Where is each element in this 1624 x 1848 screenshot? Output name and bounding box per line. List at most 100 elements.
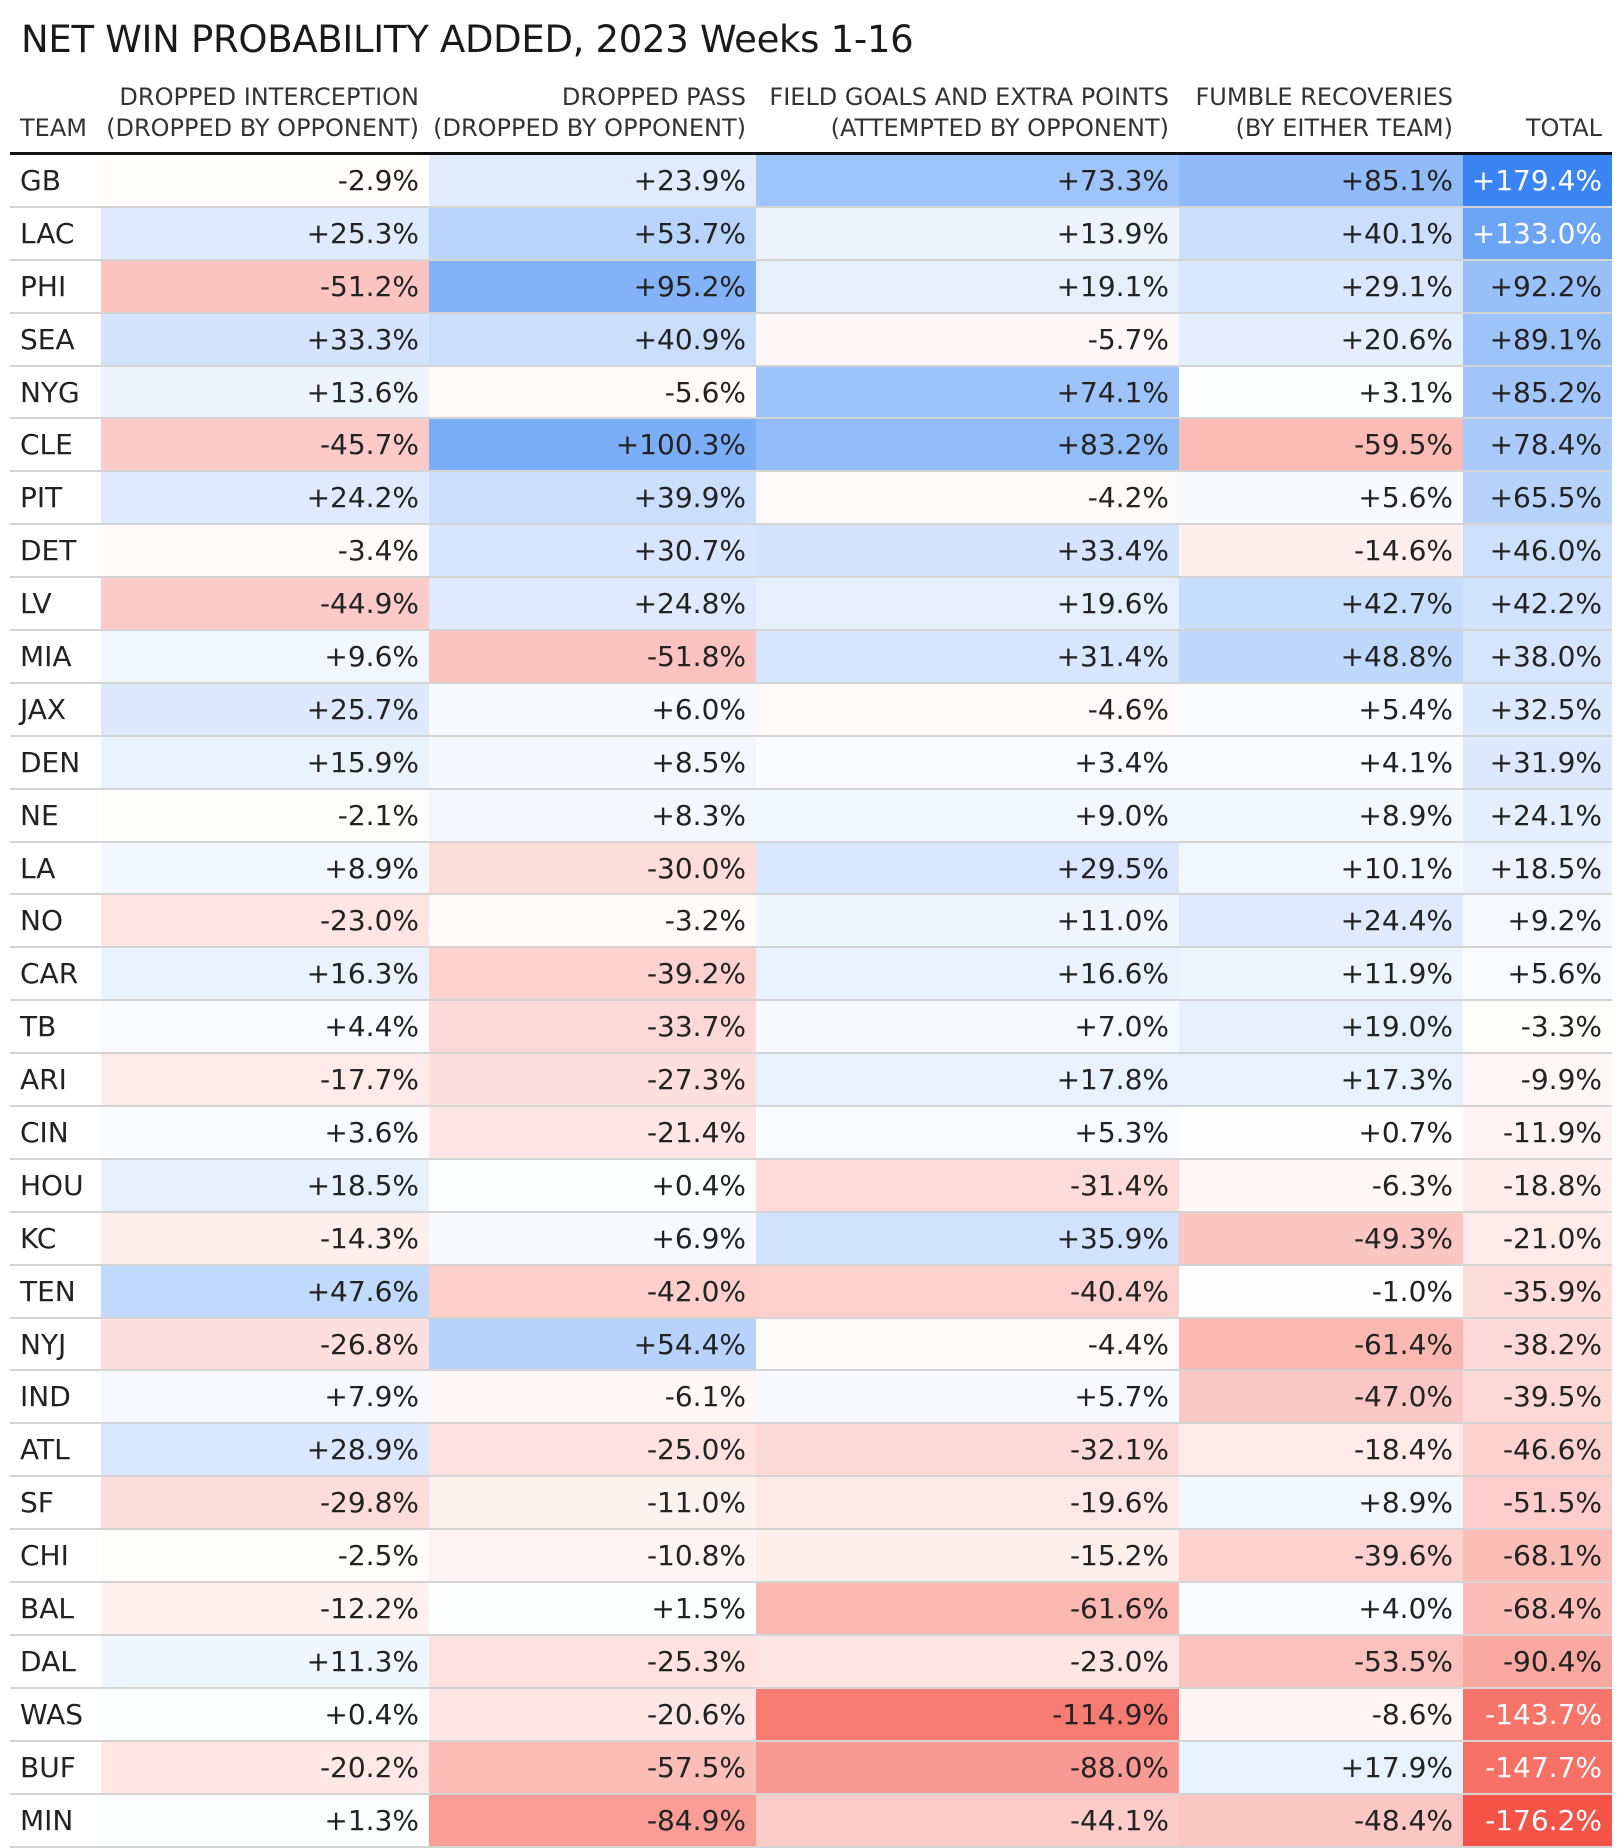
table-row: MIA +9.6% -51.8% +31.4% +48.8% +38.0% <box>10 630 1612 684</box>
fumble-rec-cell: -6.3% <box>1179 1158 1463 1213</box>
fg-xp-cell: -4.6% <box>756 682 1179 737</box>
column-header-line2: (DROPPED BY OPPONENT) <box>106 114 419 142</box>
total-cell: +89.1% <box>1463 312 1612 367</box>
fumble-rec-cell: +17.3% <box>1179 1053 1463 1108</box>
total-cell: +9.2% <box>1463 894 1612 949</box>
column-header-line1: FIELD GOALS AND EXTRA POINTS <box>769 83 1169 111</box>
fumble-rec-cell: +17.9% <box>1179 1740 1463 1795</box>
total-cell: -9.9% <box>1463 1053 1612 1108</box>
data-table: TEAM DROPPED INTERCEPTION (DROPPED BY OPPO… <box>10 80 1612 1848</box>
fg-xp-cell: +19.1% <box>756 259 1179 314</box>
dropped-pass-cell: +53.7% <box>429 206 756 261</box>
dropped-pass-cell: -25.0% <box>429 1423 756 1478</box>
team-cell: SEA <box>10 312 101 367</box>
total-cell: +42.2% <box>1463 577 1612 632</box>
dropped-pass-cell: -20.6% <box>429 1687 756 1742</box>
fumble-rec-cell: +19.0% <box>1179 1000 1463 1055</box>
team-cell: TB <box>10 1000 101 1055</box>
fg-xp-cell: -88.0% <box>756 1740 1179 1795</box>
dropped-int-cell: -2.1% <box>101 788 429 843</box>
table-row: DAL +11.3% -25.3% -23.0% -53.5% -90.4% <box>10 1634 1612 1689</box>
dropped-pass-cell: +8.3% <box>429 788 756 843</box>
fumble-rec-cell: -47.0% <box>1179 1370 1463 1425</box>
dropped-pass-cell: -84.9% <box>429 1793 756 1848</box>
fg-xp-cell: -5.7% <box>756 312 1179 367</box>
fumble-rec-cell: -1.0% <box>1179 1264 1463 1319</box>
fumble-rec-cell: +8.9% <box>1179 1476 1463 1531</box>
fumble-rec-cell: +4.0% <box>1179 1582 1463 1636</box>
header-row: TEAM DROPPED INTERCEPTION (DROPPED BY OPPO… <box>10 80 1612 154</box>
total-cell: -18.8% <box>1463 1158 1612 1213</box>
dropped-int-cell: -23.0% <box>101 894 429 949</box>
team-cell: TEN <box>10 1264 101 1319</box>
dropped-int-cell: -2.9% <box>101 153 429 208</box>
table-row: ARI -17.7% -27.3% +17.8% +17.3% -9.9% <box>10 1053 1612 1108</box>
table-row: DET -3.4% +30.7% +33.4% -14.6% +46.0% <box>10 524 1612 579</box>
column-header-line1: DROPPED PASS <box>561 83 746 111</box>
fg-xp-cell: -4.2% <box>756 471 1179 526</box>
column-header-line1 <box>20 82 91 113</box>
team-cell: HOU <box>10 1158 101 1213</box>
fumble-rec-cell: +4.1% <box>1179 735 1463 790</box>
table-row: SF -29.8% -11.0% -19.6% +8.9% -51.5% <box>10 1476 1612 1531</box>
fumble-rec-cell: -53.5% <box>1179 1634 1463 1689</box>
dropped-pass-cell: +6.9% <box>429 1211 756 1266</box>
dropped-pass-cell: +39.9% <box>429 471 756 526</box>
dropped-int-cell: -44.9% <box>101 577 429 632</box>
dropped-int-cell: +7.9% <box>101 1370 429 1425</box>
dropped-int-cell: -45.7% <box>101 418 429 473</box>
dropped-int-cell: +15.9% <box>101 735 429 790</box>
fumble-rec-cell: +0.7% <box>1179 1106 1463 1160</box>
fg-xp-cell: -19.6% <box>756 1476 1179 1531</box>
fg-xp-cell: +9.0% <box>756 788 1179 843</box>
team-cell: NYJ <box>10 1317 101 1372</box>
dropped-pass-cell: +23.9% <box>429 153 756 208</box>
table-row: JAX +25.7% +6.0% -4.6% +5.4% +32.5% <box>10 682 1612 737</box>
table-row: TEN +47.6% -42.0% -40.4% -1.0% -35.9% <box>10 1264 1612 1319</box>
table-row: SEA +33.3% +40.9% -5.7% +20.6% +89.1% <box>10 312 1612 367</box>
chart-title: NET WIN PROBABILITY ADDED, 2023 Weeks 1-… <box>21 18 914 61</box>
table-row: NYJ -26.8% +54.4% -4.4% -61.4% -38.2% <box>10 1317 1612 1372</box>
team-cell: LV <box>10 577 101 632</box>
table-row: IND +7.9% -6.1% +5.7% -47.0% -39.5% <box>10 1370 1612 1425</box>
team-cell: ARI <box>10 1053 101 1108</box>
team-cell: PIT <box>10 471 101 526</box>
fg-xp-cell: +7.0% <box>756 1000 1179 1055</box>
total-cell: +18.5% <box>1463 841 1612 896</box>
fumble-rec-cell: -59.5% <box>1179 418 1463 473</box>
dropped-int-cell: +11.3% <box>101 1634 429 1689</box>
dropped-int-cell: +25.7% <box>101 682 429 737</box>
dropped-pass-cell: +6.0% <box>429 682 756 737</box>
fumble-rec-cell: +11.9% <box>1179 947 1463 1002</box>
total-cell: +31.9% <box>1463 735 1612 790</box>
fumble-rec-cell: -49.3% <box>1179 1211 1463 1266</box>
total-cell: +24.1% <box>1463 788 1612 843</box>
fg-xp-cell: +29.5% <box>756 841 1179 896</box>
team-cell: CIN <box>10 1106 101 1160</box>
fumble-rec-cell: +3.1% <box>1179 365 1463 420</box>
column-header-line2: (ATTEMPTED BY OPPONENT) <box>830 114 1169 142</box>
column-header-line2: TEAM <box>20 114 87 142</box>
table-row: BAL -12.2% +1.5% -61.6% +4.0% -68.4% <box>10 1582 1612 1636</box>
fg-xp-cell: -4.4% <box>756 1317 1179 1372</box>
table-row: NO -23.0% -3.2% +11.0% +24.4% +9.2% <box>10 894 1612 949</box>
dropped-int-cell: -26.8% <box>101 1317 429 1372</box>
team-cell: MIA <box>10 630 101 684</box>
fg-xp-cell: +19.6% <box>756 577 1179 632</box>
total-cell: -147.7% <box>1463 1740 1612 1795</box>
fg-xp-cell: +11.0% <box>756 894 1179 949</box>
total-cell: -35.9% <box>1463 1264 1612 1319</box>
dropped-int-cell: -20.2% <box>101 1740 429 1795</box>
fg-xp-cell: +3.4% <box>756 735 1179 790</box>
total-cell: -11.9% <box>1463 1106 1612 1160</box>
table-row: CIN +3.6% -21.4% +5.3% +0.7% -11.9% <box>10 1106 1612 1160</box>
fumble-rec-cell: +20.6% <box>1179 312 1463 367</box>
total-cell: -68.1% <box>1463 1529 1612 1584</box>
total-cell: -21.0% <box>1463 1211 1612 1266</box>
column-header-dropped-int: DROPPED INTERCEPTION (DROPPED BY OPPONENT… <box>101 80 429 154</box>
team-cell: BUF <box>10 1740 101 1795</box>
column-header-line2: (DROPPED BY OPPONENT) <box>433 114 746 142</box>
dropped-pass-cell: -11.0% <box>429 1476 756 1531</box>
total-cell: +38.0% <box>1463 630 1612 684</box>
total-cell: +65.5% <box>1463 471 1612 526</box>
